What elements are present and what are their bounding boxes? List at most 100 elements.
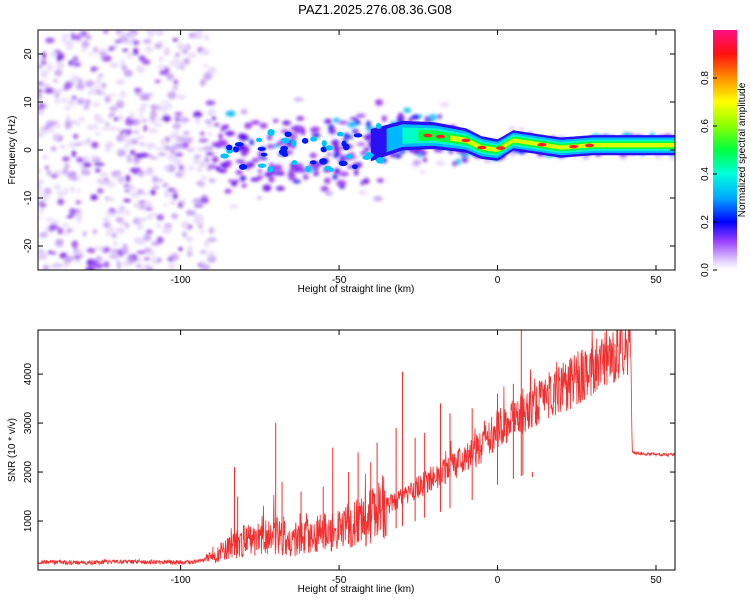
spectrogram-cell — [272, 164, 283, 172]
spectrogram-cell — [403, 107, 411, 113]
spectrogram-cell — [158, 105, 168, 112]
spectrogram-cell — [85, 266, 96, 270]
snr-x-axis: -100 -50 0 50 — [171, 330, 662, 586]
spectrogram-cell — [145, 46, 153, 54]
spectrogram-xtick-label: -100 — [171, 275, 191, 286]
spectrogram-cell — [183, 130, 190, 136]
spectrogram-blob — [375, 157, 385, 164]
spectrogram-cell — [115, 101, 125, 109]
spectrogram-ytick-label: -10 — [23, 190, 34, 205]
spectrogram-cell — [193, 217, 199, 225]
spectrogram-cell — [126, 154, 132, 163]
spectrogram-cell — [150, 257, 159, 265]
spectrogram-cell — [297, 167, 307, 173]
spectrogram-cell — [440, 102, 450, 108]
spectrogram-cell — [178, 247, 183, 252]
spectrogram-cell — [176, 94, 187, 100]
spectrogram-cell — [190, 146, 196, 151]
spectrogram-cell — [435, 160, 446, 166]
spectrogram-cell — [324, 190, 333, 196]
spectrogram-cell — [99, 172, 109, 177]
spectrogram-cell — [360, 179, 365, 186]
spectrogram-cell — [38, 185, 43, 191]
spectrogram-cell — [54, 69, 63, 77]
spectrogram-cell — [91, 141, 99, 149]
spectrogram-cell — [46, 170, 52, 176]
spectrogram-cell — [241, 183, 247, 188]
spectrogram-cell — [57, 198, 65, 206]
spectrogram-cell — [358, 189, 367, 195]
spectrogram-cell — [338, 120, 349, 125]
spectrogram-cell — [138, 113, 144, 117]
spectrogram-cell — [38, 251, 49, 260]
spectrogram-cell — [54, 98, 61, 104]
spectrogram-cell — [110, 112, 116, 116]
spectrogram-cell — [71, 240, 79, 249]
spectrogram-peak — [477, 145, 487, 150]
spectrogram-cell — [45, 37, 55, 44]
spectrogram-cell — [154, 79, 161, 84]
spectrogram-blob — [291, 160, 298, 166]
spectrogram-cell — [101, 82, 107, 89]
spectrogram-cell — [250, 120, 261, 125]
spectrogram-cell — [296, 115, 305, 121]
spectrogram-cell — [226, 160, 232, 168]
spectrogram-cell — [88, 52, 95, 56]
spectrogram-cell — [94, 132, 102, 136]
spectrogram-peak — [496, 146, 506, 150]
spectrogram-cell — [310, 127, 315, 133]
spectrogram-cell — [174, 111, 183, 116]
spectrogram-cell — [41, 74, 48, 79]
spectrogram-cell — [116, 149, 126, 157]
spectrogram-cell — [419, 170, 426, 174]
spectrogram-cell — [257, 151, 263, 158]
spectrogram-cell — [69, 208, 76, 216]
snr-series — [38, 330, 675, 567]
spectrogram-cell — [196, 166, 204, 172]
spectrogram-cell — [66, 215, 75, 219]
spectrogram-cell — [113, 117, 119, 122]
spectrogram-cell — [90, 155, 100, 159]
spectrogram-cell — [204, 34, 210, 41]
spectrogram-peak — [435, 134, 445, 139]
figure-title: PAZ1.2025.276.08.36.G08 — [298, 2, 452, 17]
snr-ytick-label: 2000 — [23, 460, 34, 483]
spectrogram-ytick-label: -20 — [23, 238, 34, 253]
spectrogram-cell — [111, 248, 119, 254]
spectrogram-cell — [437, 114, 442, 119]
spectrogram-cell — [86, 140, 91, 146]
spectrogram-cell — [40, 82, 50, 89]
snr-xtick-label: 50 — [650, 575, 662, 586]
spectrogram-cell — [228, 179, 233, 183]
spectrogram-cell — [200, 264, 211, 270]
spectrogram-cell — [332, 117, 341, 123]
spectrogram-cell — [140, 102, 148, 109]
spectrogram-cell — [193, 204, 204, 208]
spectrogram-cell — [275, 186, 285, 191]
spectrogram-cell — [133, 130, 139, 134]
spectrogram-cell — [53, 79, 58, 83]
spectrogram-cell — [122, 48, 129, 52]
spectrogram-cell — [257, 175, 264, 180]
spectrogram-cell — [192, 197, 203, 204]
spectrogram-cell — [154, 43, 163, 49]
snr-ytick-label: 3000 — [23, 412, 34, 435]
spectrogram-cell — [173, 142, 184, 150]
spectrogram-cell — [205, 100, 216, 106]
snr-ytick-label: 1000 — [23, 509, 34, 532]
spectrogram-cell — [186, 236, 193, 243]
spectrogram-cell — [157, 178, 163, 182]
spectrogram-cell — [45, 217, 54, 222]
spectrogram-cell — [75, 211, 83, 218]
spectrogram-cell — [156, 30, 163, 35]
spectrogram-cell — [198, 138, 209, 143]
spectrogram-cell — [324, 118, 332, 124]
spectrogram-cell — [92, 102, 101, 107]
spectrogram-cell — [174, 114, 181, 119]
spectrogram-blob — [309, 160, 317, 165]
spectrogram-cell — [105, 211, 115, 216]
spectrogram-cell — [100, 53, 106, 58]
spectrogram-blob — [280, 137, 290, 144]
spectrogram-cell — [50, 51, 59, 58]
